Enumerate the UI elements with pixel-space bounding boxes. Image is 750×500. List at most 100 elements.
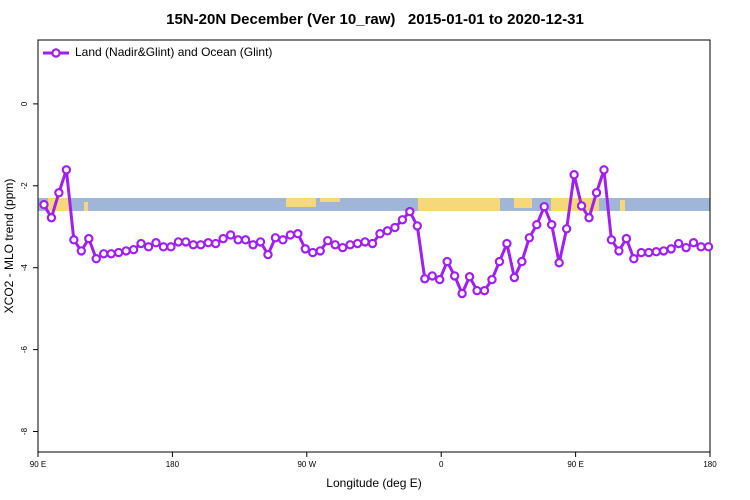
data-point	[76, 246, 87, 256]
data-point	[487, 274, 497, 285]
data-point	[599, 165, 609, 175]
data-point	[636, 247, 647, 258]
data-point	[46, 213, 57, 223]
land-patch	[514, 198, 532, 208]
data-point	[517, 256, 527, 267]
data-point	[532, 220, 542, 230]
data-point	[143, 242, 154, 252]
data-point	[121, 246, 131, 256]
data-point	[502, 238, 512, 249]
data-point	[591, 188, 602, 198]
data-point	[382, 226, 393, 236]
y-tick-label: -8	[20, 427, 29, 435]
data-point	[569, 170, 579, 180]
data-point	[196, 240, 206, 250]
data-point	[270, 233, 281, 243]
data-point	[397, 215, 408, 225]
x-tick-label: 90 E	[30, 460, 46, 469]
data-point	[360, 237, 370, 247]
data-point	[99, 249, 109, 259]
data-point	[435, 274, 445, 285]
data-point	[300, 244, 311, 254]
x-tick-label: 180	[703, 460, 717, 469]
data-point	[539, 201, 549, 212]
land-patch	[620, 200, 625, 211]
land-patch	[551, 198, 599, 211]
x-axis-title: Longitude (deg E)	[326, 476, 421, 490]
y-tick-label: 0	[20, 101, 29, 106]
data-point	[248, 240, 258, 250]
x-tick-label: 180	[166, 460, 180, 469]
data-point	[584, 213, 594, 223]
data-point	[427, 271, 437, 281]
data-point	[293, 229, 303, 239]
data-point	[203, 238, 213, 248]
data-point	[554, 258, 564, 268]
data-point	[84, 233, 94, 244]
land-patch	[320, 198, 340, 202]
data-point	[225, 230, 236, 240]
data-point	[39, 199, 49, 210]
x-tick-label: 90 W	[297, 460, 316, 469]
data-point	[703, 242, 714, 252]
data-point	[278, 235, 288, 245]
data-point	[673, 238, 684, 249]
data-point	[659, 246, 669, 256]
data-point	[211, 238, 221, 249]
data-point	[524, 233, 535, 243]
data-point	[113, 247, 124, 258]
data-point	[263, 249, 273, 260]
data-point	[54, 188, 64, 198]
data-point	[337, 242, 348, 253]
data-point	[91, 253, 101, 264]
data-point	[136, 238, 146, 249]
data-point	[420, 274, 430, 284]
data-point	[315, 246, 325, 256]
y-tick-label: -6	[20, 346, 29, 354]
data-point	[367, 238, 378, 249]
land-patch	[48, 198, 70, 211]
data-point	[479, 285, 490, 296]
data-point	[166, 242, 176, 252]
data-point	[606, 235, 617, 245]
x-tick-label: 90 E	[567, 460, 583, 469]
data-point	[464, 272, 475, 282]
data-point	[457, 288, 467, 299]
y-tick-label: -4	[20, 264, 29, 272]
data-point	[218, 233, 228, 244]
data-point	[621, 233, 632, 244]
data-point	[561, 224, 572, 234]
data-point	[352, 238, 363, 249]
data-point	[666, 244, 676, 254]
data-point	[412, 221, 423, 231]
data-point	[233, 235, 243, 245]
legend-label: Land (Nadir&Glint) and Ocean (Glint)	[75, 45, 272, 59]
data-point	[405, 206, 415, 217]
data-point	[106, 249, 116, 259]
data-point	[614, 246, 624, 256]
data-point	[308, 247, 318, 258]
y-tick-label: -2	[20, 182, 29, 190]
data-point	[181, 237, 191, 247]
data-point	[688, 238, 699, 248]
data-point	[240, 235, 251, 245]
data-point	[576, 201, 587, 211]
data-point	[69, 235, 79, 245]
data-point	[128, 244, 139, 255]
data-point	[188, 240, 199, 250]
x-tick-label: 0	[439, 460, 444, 469]
data-point	[158, 242, 169, 252]
data-point	[449, 271, 460, 281]
data-point	[255, 237, 266, 247]
data-point	[681, 242, 691, 253]
legend-marker	[51, 48, 61, 58]
data-point	[285, 230, 296, 240]
data-point	[375, 229, 385, 239]
data-point	[494, 256, 505, 267]
data-point	[509, 272, 520, 283]
land-patch	[84, 202, 88, 211]
chart-title: 15N-20N December (Ver 10_raw) 2015-01-01…	[166, 11, 584, 28]
land-patch	[286, 198, 316, 207]
data-point	[651, 247, 661, 257]
